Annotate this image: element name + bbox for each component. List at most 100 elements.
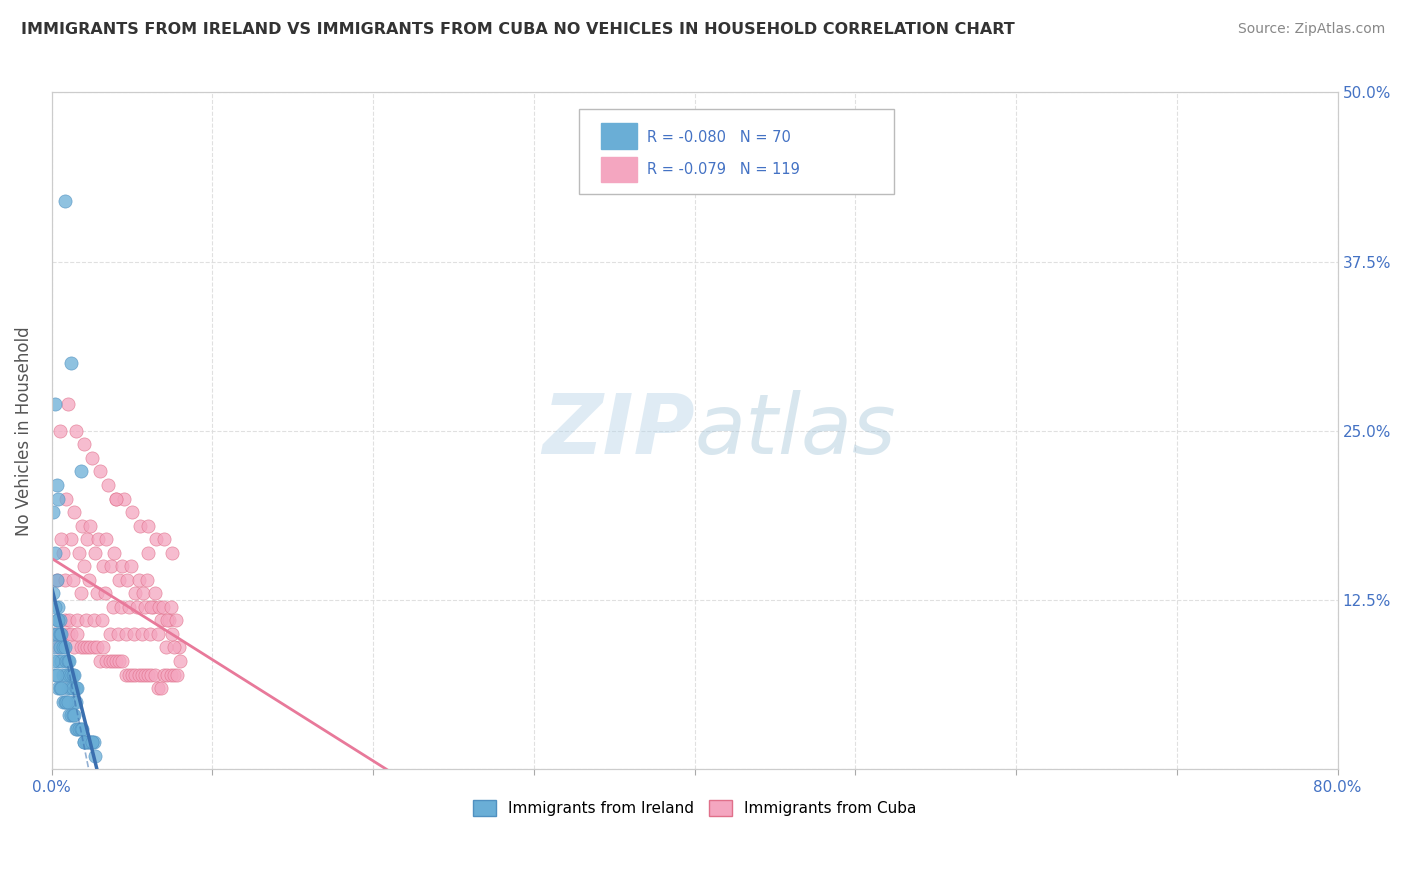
Text: ZIP: ZIP	[543, 391, 695, 471]
Point	[56, 627, 79, 641]
Point	[131, 667, 153, 681]
Point	[60, 532, 83, 546]
Point	[42, 586, 65, 600]
Point	[44, 397, 66, 411]
Point	[135, 573, 157, 587]
Point	[86, 586, 108, 600]
Point	[46, 613, 69, 627]
Point	[105, 654, 128, 668]
Point	[69, 722, 91, 736]
Legend: Immigrants from Ireland, Immigrants from Cuba: Immigrants from Ireland, Immigrants from…	[467, 795, 922, 822]
Point	[73, 735, 96, 749]
Point	[49, 613, 72, 627]
Point	[96, 654, 118, 668]
Point	[60, 708, 83, 723]
Point	[44, 667, 66, 681]
Point	[63, 667, 86, 681]
Point	[89, 465, 111, 479]
Point	[153, 667, 176, 681]
Point	[53, 194, 76, 208]
Point	[165, 613, 187, 627]
Point	[97, 478, 120, 492]
Point	[45, 573, 67, 587]
Point	[62, 573, 84, 587]
Point	[45, 613, 67, 627]
Point	[108, 654, 131, 668]
Point	[80, 450, 103, 465]
Point	[52, 695, 75, 709]
Point	[128, 573, 150, 587]
Point	[58, 613, 80, 627]
Point	[132, 586, 155, 600]
Point	[159, 667, 181, 681]
Point	[63, 505, 86, 519]
Point	[118, 667, 141, 681]
Point	[45, 478, 67, 492]
Point	[46, 654, 69, 668]
Point	[79, 640, 101, 655]
Point	[157, 613, 180, 627]
Point	[77, 735, 100, 749]
Point	[66, 613, 89, 627]
Point	[98, 654, 121, 668]
Point	[112, 491, 135, 506]
Point	[76, 735, 98, 749]
Text: R = -0.079   N = 119: R = -0.079 N = 119	[647, 162, 800, 177]
Point	[94, 586, 117, 600]
Point	[111, 559, 134, 574]
Point	[136, 546, 159, 560]
Point	[58, 654, 80, 668]
Point	[51, 654, 73, 668]
Point	[146, 627, 169, 641]
Point	[69, 586, 91, 600]
Point	[65, 681, 87, 695]
Point	[114, 667, 136, 681]
Point	[55, 695, 77, 709]
Point	[53, 695, 76, 709]
Point	[121, 505, 143, 519]
Point	[72, 518, 94, 533]
Point	[46, 640, 69, 655]
Point	[136, 518, 159, 533]
Point	[134, 667, 156, 681]
Point	[141, 599, 163, 614]
Point	[56, 654, 79, 668]
Point	[150, 681, 173, 695]
Point	[101, 599, 124, 614]
Point	[42, 654, 65, 668]
Point	[65, 424, 87, 438]
Point	[162, 546, 184, 560]
Point	[136, 667, 159, 681]
Point	[77, 573, 100, 587]
Point	[58, 708, 80, 723]
Point	[91, 559, 114, 574]
Point	[90, 613, 112, 627]
Point	[159, 599, 181, 614]
FancyBboxPatch shape	[579, 110, 894, 194]
Point	[49, 681, 72, 695]
Point	[66, 627, 89, 641]
Point	[91, 640, 114, 655]
Point	[67, 546, 90, 560]
Point	[56, 695, 79, 709]
Point	[53, 640, 76, 655]
Point	[105, 491, 128, 506]
Point	[62, 708, 84, 723]
Point	[51, 681, 73, 695]
Point	[80, 735, 103, 749]
Text: atlas: atlas	[695, 391, 896, 471]
Point	[84, 546, 107, 560]
Point	[63, 640, 86, 655]
Point	[52, 640, 75, 655]
Point	[53, 613, 76, 627]
Point	[118, 599, 141, 614]
Text: Source: ZipAtlas.com: Source: ZipAtlas.com	[1237, 22, 1385, 37]
Point	[98, 627, 121, 641]
Point	[73, 559, 96, 574]
Point	[49, 627, 72, 641]
Point	[163, 640, 186, 655]
Point	[124, 586, 146, 600]
Point	[75, 735, 97, 749]
Point	[66, 722, 89, 736]
Point	[83, 613, 105, 627]
